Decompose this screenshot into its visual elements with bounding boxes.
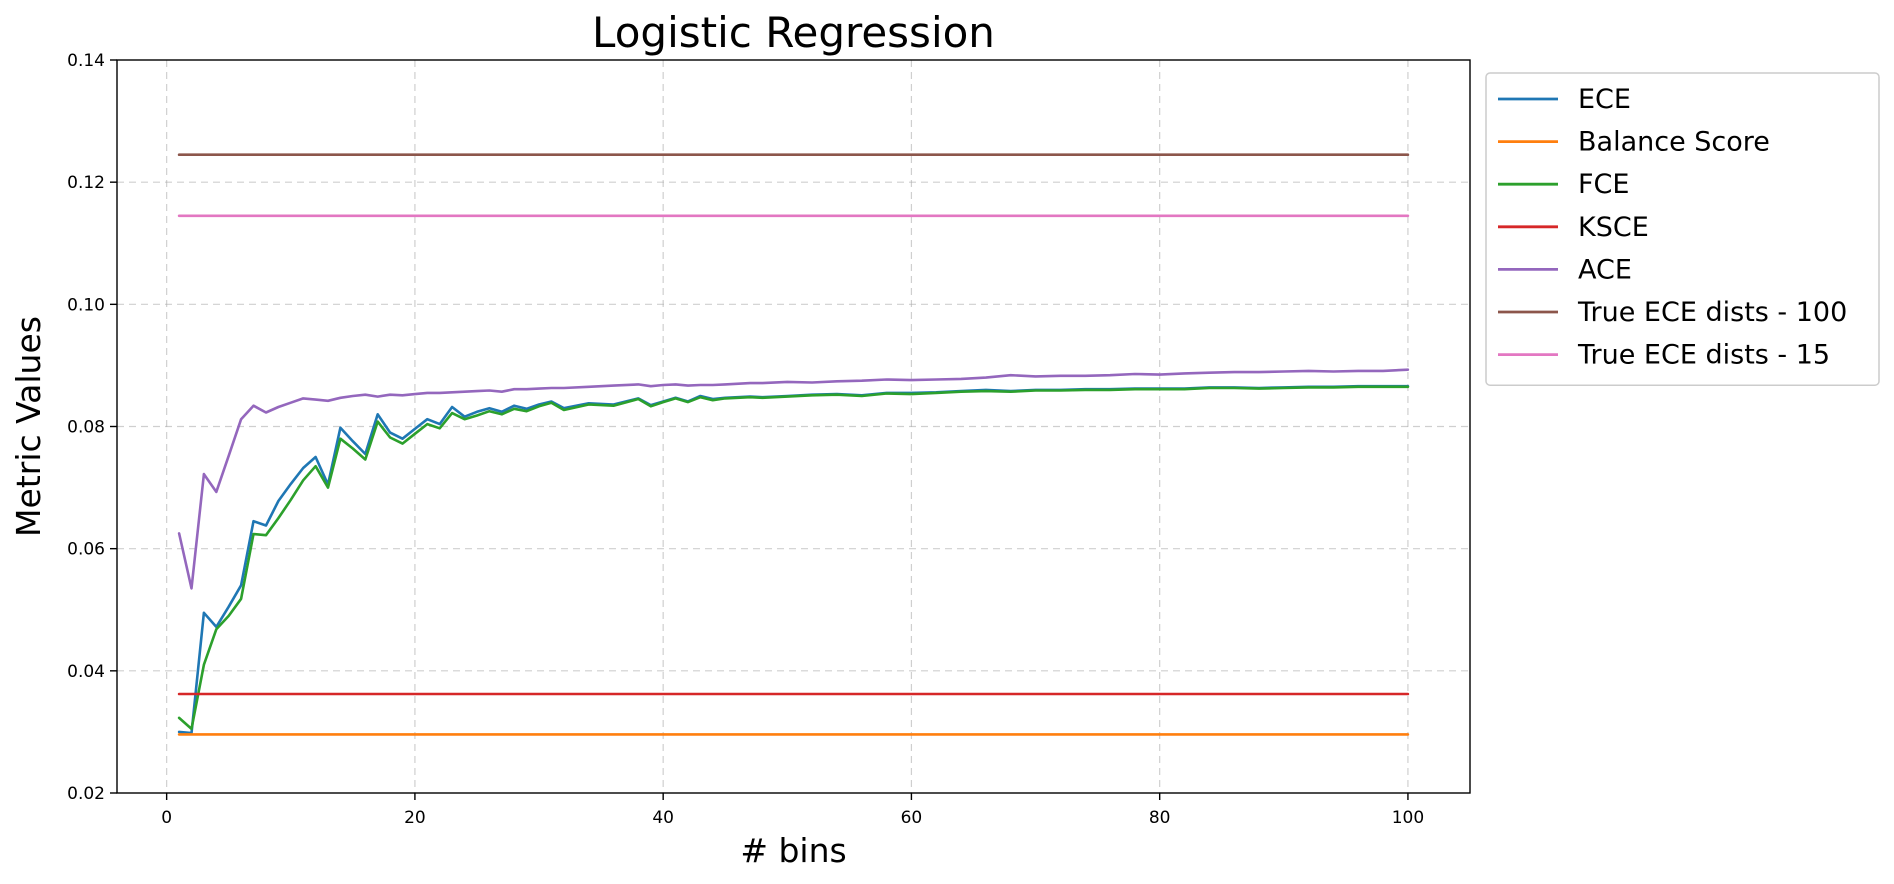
- legend-label: True ECE dists - 15: [1577, 340, 1830, 371]
- y-axis-ticks: 0.02 0.04 0.06 0.08 0.10 0.12 0.14: [67, 51, 117, 804]
- legend-label: ACE: [1578, 254, 1632, 285]
- x-tick-label: 20: [404, 808, 426, 828]
- y-axis-label: Metric Values: [9, 316, 48, 537]
- grid-lines: [117, 60, 1470, 793]
- y-tick-label: 0.04: [67, 662, 105, 682]
- x-axis-label: # bins: [740, 831, 846, 870]
- x-tick-label: 100: [1392, 808, 1424, 828]
- legend-label: FCE: [1578, 169, 1629, 200]
- chart-title: Logistic Regression: [592, 8, 995, 57]
- y-tick-label: 0.08: [67, 418, 105, 438]
- y-tick-label: 0.14: [67, 51, 105, 71]
- x-tick-label: 60: [901, 808, 923, 828]
- legend-label: True ECE dists - 100: [1577, 297, 1847, 328]
- x-tick-label: 80: [1149, 808, 1171, 828]
- series-line-fce: [177, 385, 1410, 731]
- x-tick-label: 40: [652, 808, 674, 828]
- x-tick-label: 0: [161, 808, 172, 828]
- y-tick-label: 0.10: [67, 295, 105, 315]
- y-tick-label: 0.02: [67, 784, 105, 804]
- series-line-ace: [177, 368, 1410, 590]
- legend-label: Balance Score: [1578, 127, 1770, 158]
- y-tick-label: 0.12: [67, 173, 105, 193]
- legend-label: KSCE: [1578, 212, 1649, 243]
- y-tick-label: 0.06: [67, 540, 105, 560]
- legend-box: [1485, 72, 1880, 386]
- series-lines: [177, 153, 1410, 736]
- x-axis-ticks: 0 20 40 60 80 100: [161, 793, 1424, 828]
- legend: ECE Balance Score FCE KSCE ACE True ECE dists…: [1485, 72, 1880, 386]
- legend-label: ECE: [1578, 84, 1631, 115]
